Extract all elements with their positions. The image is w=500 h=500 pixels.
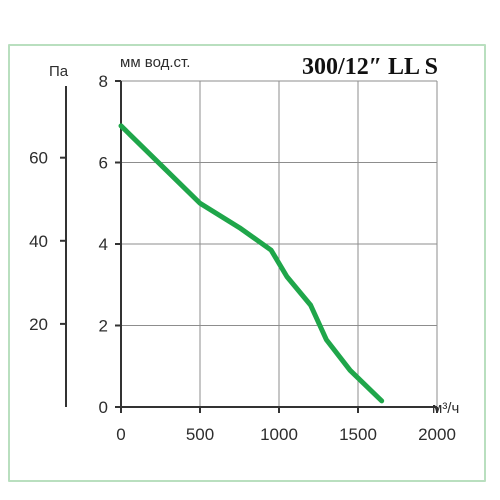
x-tick-label: 1000 — [260, 425, 298, 444]
x-axis-unit-label: м³/ч — [432, 400, 459, 417]
x-tick-label: 0 — [116, 425, 125, 444]
series-layer — [118, 123, 385, 404]
axis-layer — [60, 80, 438, 413]
primary-y-tick-label: 2 — [99, 317, 108, 336]
chart-title: 300/12″ LL S — [302, 54, 438, 80]
secondary-y-tick-label: 40 — [29, 232, 48, 251]
pressure-curve-line — [118, 123, 385, 404]
x-tick-label: 500 — [186, 425, 214, 444]
grid-layer — [121, 80, 438, 407]
label-layer: 0 2 4 6 8 0 500 1000 1500 2000 20 40 60 — [29, 72, 456, 444]
y-axis-unit-label: мм вод.ст. — [120, 54, 190, 71]
secondary-y-axis-unit-label: Па — [49, 63, 69, 80]
secondary-y-tick-label: 20 — [29, 315, 48, 334]
primary-y-tick-label: 6 — [99, 154, 108, 173]
x-tick-label: 1500 — [339, 425, 377, 444]
primary-y-tick-label: 4 — [99, 235, 108, 254]
x-tick-label: 2000 — [418, 425, 456, 444]
primary-y-tick-label: 8 — [99, 72, 108, 91]
secondary-y-tick-label: 60 — [29, 149, 48, 168]
primary-y-tick-label: 0 — [99, 398, 108, 417]
